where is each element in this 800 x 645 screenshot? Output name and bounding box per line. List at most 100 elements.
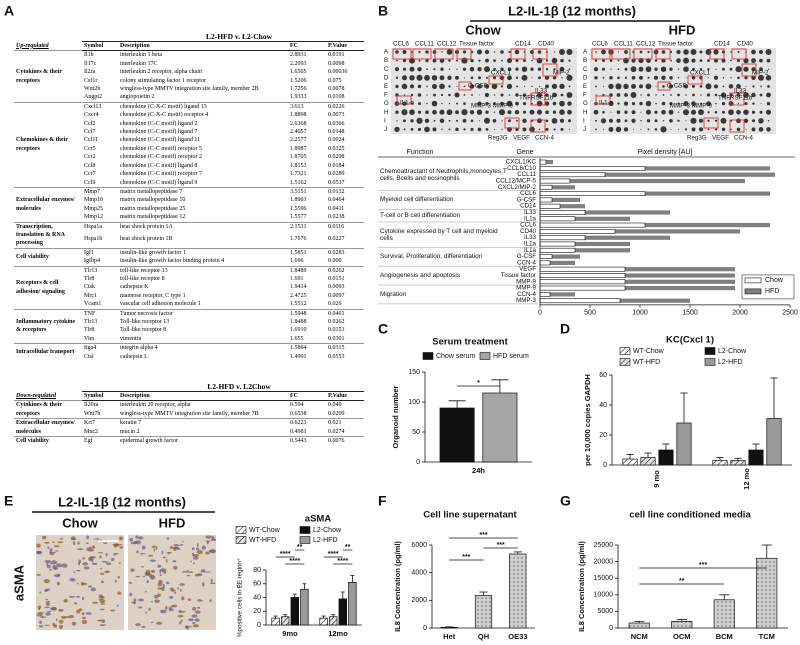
array-spot (566, 48, 573, 56)
array-spot (685, 77, 687, 79)
micrograph-cell (131, 601, 135, 604)
array-spot (609, 118, 613, 123)
array-spot (705, 83, 712, 90)
array-spot (647, 128, 650, 131)
table-cell: 1.5948 (288, 308, 326, 318)
bar (540, 223, 770, 228)
array-spot (594, 59, 598, 62)
error-bar (761, 544, 772, 559)
bar (628, 622, 650, 629)
bar (509, 553, 527, 629)
array-spot (432, 50, 437, 54)
array-spot (736, 109, 741, 115)
array-spot (654, 67, 658, 71)
panel-letter: D (560, 321, 570, 337)
array-spot (493, 94, 496, 96)
array-spot (743, 92, 749, 98)
array-spot (507, 119, 512, 123)
micrograph-cell (194, 618, 200, 622)
array-spot (439, 109, 445, 115)
table-cell: 0.0537 (328, 179, 345, 186)
spot-label: CD14 (515, 41, 531, 48)
table-cell: 0.0209 (328, 410, 345, 417)
micrograph-cell (104, 570, 110, 574)
micrograph-cell (129, 537, 134, 542)
error-bar (292, 593, 297, 598)
x-tick-label: OCM (673, 632, 691, 641)
array-spot (624, 76, 628, 79)
array-spot (730, 59, 732, 62)
header-cell: Down-regulated (16, 392, 57, 399)
array-spot (522, 102, 527, 106)
array-spot (425, 50, 429, 54)
row-letter: G (583, 100, 588, 107)
table-row: Vcam1 vascular cell adhesion molecule 1 1.… (14, 300, 364, 309)
array-spot (461, 109, 468, 116)
micrograph-cell (173, 547, 177, 551)
micrograph-cell (197, 599, 202, 602)
significance-label: ** (345, 544, 351, 551)
micrograph-cell (98, 619, 104, 621)
micrograph-cell (195, 610, 201, 614)
table-cell: interleukin 1 beta (118, 50, 288, 60)
array-spot (536, 109, 543, 115)
axis-title: Pixel density [AU] (638, 149, 693, 156)
array-spot (645, 66, 652, 73)
array-spot (402, 50, 407, 54)
group-cell: Inflammatory cytokine & receptors (14, 308, 82, 344)
micrograph-cell (89, 556, 96, 559)
array-spot (431, 83, 438, 89)
array-spot (484, 66, 490, 73)
error-bar (676, 618, 687, 622)
micrograph-cell (83, 566, 90, 570)
table-cell: 0.6223 (288, 418, 326, 428)
array-spot (728, 84, 734, 89)
array-spot (506, 83, 513, 90)
bar (539, 273, 626, 278)
table-cell: 0.0461 (326, 308, 364, 318)
micrograph-cell (36, 543, 41, 548)
table-cell: matrix metallopeptidase 12 (120, 214, 186, 221)
array-spot (410, 119, 414, 123)
array-spot (395, 76, 399, 80)
array-spot (485, 58, 489, 63)
array-spot (730, 51, 732, 53)
table-cell: cathepsin K (120, 284, 149, 291)
y-tick-label: 4000 (411, 570, 427, 577)
micrograph-cell (76, 569, 81, 572)
table-cell: insulin-like growth factor binding prote… (120, 258, 225, 265)
array-spot (760, 85, 762, 88)
micrograph-cell (185, 625, 189, 630)
micrograph-cell (141, 545, 146, 550)
array-spot (608, 49, 614, 55)
micrograph-cell (201, 582, 205, 587)
array-spot (713, 49, 719, 55)
micrograph-cell (196, 543, 199, 548)
array-spot (699, 59, 703, 62)
micrograph-cell (204, 571, 212, 573)
array-spot (551, 83, 558, 90)
array-spot (661, 101, 666, 106)
array-spot (537, 118, 542, 124)
row-letter: F (384, 92, 388, 99)
x-tick-label: QH (478, 632, 489, 641)
table-row: Tlr8 toll-like receptor 8 1.691 0.0151 (14, 275, 364, 283)
array-spot (544, 101, 550, 106)
array-spot (713, 75, 719, 80)
array-spot (760, 103, 762, 105)
array-spot (615, 83, 622, 90)
micrograph-cell (182, 540, 184, 543)
table-title: L2-HFD v. L2Chow (207, 382, 271, 391)
micrograph-cell (116, 604, 119, 607)
micrograph-cell (77, 548, 84, 551)
table-cell: Ctsl (84, 353, 94, 360)
gene-label: CCL6/C10 (507, 165, 536, 172)
micrograph-cell (162, 583, 165, 588)
y-tick-label: 0 (416, 459, 420, 466)
array-spot (463, 102, 466, 105)
table-cell: 0.0283 (326, 247, 364, 258)
array-spot (401, 83, 408, 90)
table-cell: Vcam1 (84, 301, 102, 308)
bar (348, 582, 357, 626)
array-spot (721, 101, 726, 106)
